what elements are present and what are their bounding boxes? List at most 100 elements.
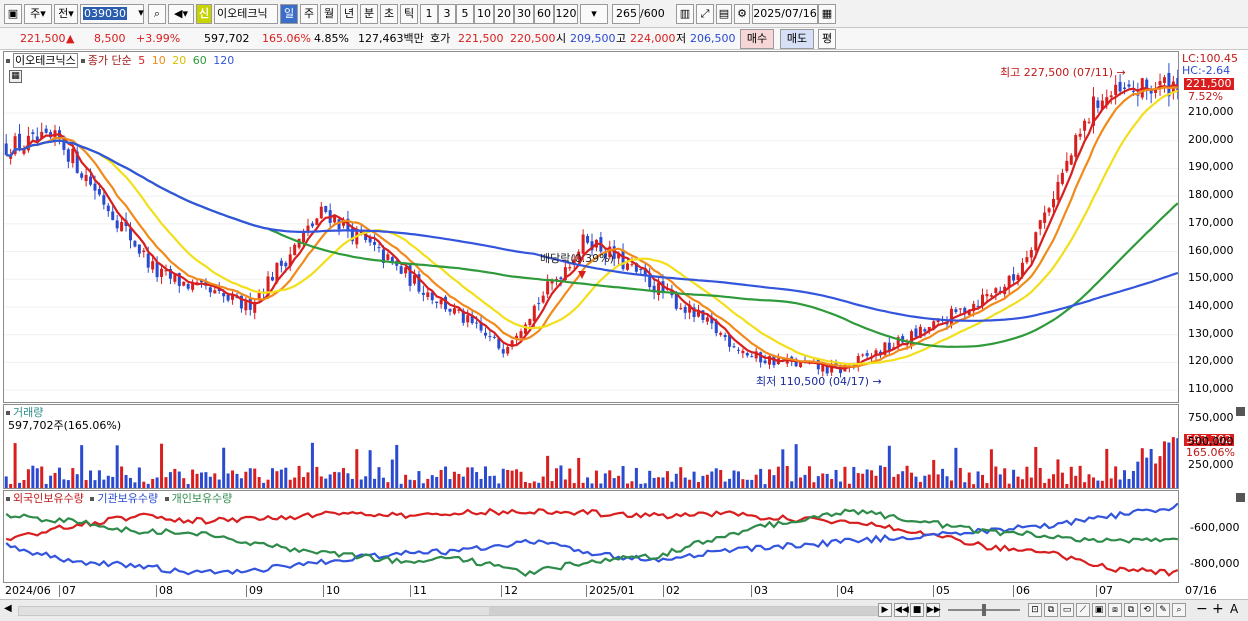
candle-body (634, 263, 638, 272)
volume-panel[interactable]: 거래량 597,702주(165.06%) (3, 404, 1179, 489)
view-count-input[interactable]: 265 (612, 4, 640, 24)
sound-icon[interactable]: ◀▾ (168, 4, 194, 24)
market-select[interactable]: 전▾ (54, 4, 78, 24)
volume-bar (816, 476, 820, 488)
stop-icon[interactable]: ■ (910, 603, 924, 617)
individual-holding-line (5, 508, 1178, 578)
scroll-thumb[interactable] (489, 607, 879, 615)
fast-forward-icon[interactable]: ▶▶ (926, 603, 941, 617)
layout-icon[interactable]: ▣ (1092, 603, 1106, 617)
x-axis-label: 07 (1096, 585, 1113, 597)
interval-10[interactable]: 10 (474, 4, 494, 24)
x-axis-label: 02 (663, 585, 680, 597)
tab-tick[interactable]: 틱 (400, 4, 418, 24)
interval-120[interactable]: 120 (554, 4, 578, 24)
settings-gear-icon[interactable]: ⚙ (734, 4, 750, 24)
stock-code-input[interactable]: 039030 (80, 4, 144, 24)
date-field[interactable]: 2025/07/16 (752, 4, 818, 24)
volume-bar (84, 480, 88, 488)
panel-toggle-icon[interactable]: ▦ (9, 70, 22, 83)
candle-body (923, 329, 927, 332)
volume-bar (120, 466, 124, 488)
zoom-slider[interactable] (948, 604, 1020, 616)
panel-close-icon[interactable] (1236, 407, 1245, 416)
volume-bar (239, 478, 243, 488)
interval-30[interactable]: 30 (514, 4, 534, 24)
draw-tool-icon[interactable]: ⤢ (696, 4, 714, 24)
rewind-icon[interactable]: ◀◀ (894, 603, 909, 617)
calendar-icon[interactable]: ▦ (818, 4, 836, 24)
scroll-right-icon[interactable]: ▶ (878, 603, 892, 617)
search-icon[interactable]: ⌕ (148, 4, 166, 24)
draw-line-icon[interactable]: ⟋ (1076, 603, 1090, 617)
volume-bar (257, 477, 261, 488)
volume-bar (106, 475, 110, 488)
tab-week[interactable]: 주 (300, 4, 318, 24)
buy-button[interactable]: 매수 (740, 29, 774, 49)
reset-icon[interactable]: ⟲ (1140, 603, 1154, 617)
eval-button[interactable]: 평 (818, 29, 836, 49)
candle-body (963, 307, 967, 314)
chart-layout-icon[interactable]: ▣ (4, 4, 22, 24)
candle-body (581, 234, 585, 254)
compare-icon[interactable]: ▭ (1060, 603, 1074, 617)
split-icon[interactable]: ⧈ (1108, 603, 1122, 617)
candle-body (1154, 88, 1158, 93)
interval-5[interactable]: 5 (456, 4, 474, 24)
interval-custom-select[interactable]: ▾ (580, 4, 608, 24)
save-icon[interactable]: ▤ (716, 4, 732, 24)
price-axis-tick: 150,000 (1188, 271, 1234, 285)
tab-minute[interactable]: 분 (360, 4, 378, 24)
zoom-in-icon[interactable]: + (1212, 601, 1224, 617)
volume-bar (466, 467, 470, 488)
price-y-axis: LC:100.45 HC:-2.64 221,500 7.52% 210,000… (1180, 51, 1248, 403)
interval-60[interactable]: 60 (534, 4, 554, 24)
candle-body (31, 132, 35, 134)
candle-body (1043, 212, 1047, 223)
holdings-panel[interactable]: 외국인보유수량 기관보유수량 개인보유수량 (3, 490, 1179, 583)
fit-icon[interactable]: ⧉ (1124, 603, 1138, 617)
candle-body (430, 292, 434, 301)
volume-bar (759, 468, 763, 488)
volume-bar (1052, 474, 1056, 488)
candle-body (1118, 81, 1122, 92)
crosshair-icon[interactable]: ⊡ (1028, 603, 1042, 617)
sell-button[interactable]: 매도 (780, 29, 814, 49)
interval-20[interactable]: 20 (494, 4, 514, 24)
legend-box-icon (164, 497, 169, 501)
panel-close-icon[interactable] (1236, 493, 1245, 502)
candle-body (626, 263, 630, 270)
interval-3[interactable]: 3 (438, 4, 456, 24)
font-size-icon[interactable]: A (1230, 602, 1239, 616)
price-axis-tick: 110,000 (1188, 382, 1234, 396)
period-type-select[interactable]: 주▾ (24, 4, 52, 24)
tab-year[interactable]: 년 (340, 4, 358, 24)
volume-bar (1096, 480, 1100, 488)
volume-bar (905, 465, 909, 488)
tab-second[interactable]: 초 (380, 4, 398, 24)
zoom-out-icon[interactable]: − (1196, 601, 1208, 617)
copy-icon[interactable]: ⧉ (1044, 603, 1058, 617)
horizontal-scrollbar[interactable] (18, 606, 879, 616)
compose-icon[interactable]: ✎ (1156, 603, 1170, 617)
high-annotation: 최고 227,500 (07/11) → (1000, 66, 1126, 79)
volume-bar (71, 468, 75, 488)
scroll-left-icon[interactable]: ◀ (4, 603, 12, 614)
candle-type-icon[interactable]: ▥ (676, 4, 694, 24)
code-dropdown-icon[interactable]: ▾ (138, 6, 144, 19)
volume-bar (195, 473, 199, 488)
legend-institution: 기관보유수량 (97, 492, 159, 505)
volume-bar (839, 481, 843, 488)
candle-body (563, 267, 567, 281)
price-chart-panel[interactable]: 이오테크닉스 종가 단순 5 10 20 60 120 ▦ 최고 227,500 … (3, 51, 1179, 403)
tab-day[interactable]: 일 (280, 4, 298, 24)
stock-name-field[interactable]: 이오테크닉 (214, 4, 278, 24)
search-icon[interactable]: ⌕ (1172, 603, 1186, 617)
tab-month[interactable]: 월 (320, 4, 338, 24)
interval-1[interactable]: 1 (420, 4, 438, 24)
candle-body (435, 301, 439, 304)
volume-bar (612, 478, 616, 488)
candle-body (18, 133, 22, 150)
volume-bar (577, 457, 581, 488)
candle-body (577, 251, 581, 260)
